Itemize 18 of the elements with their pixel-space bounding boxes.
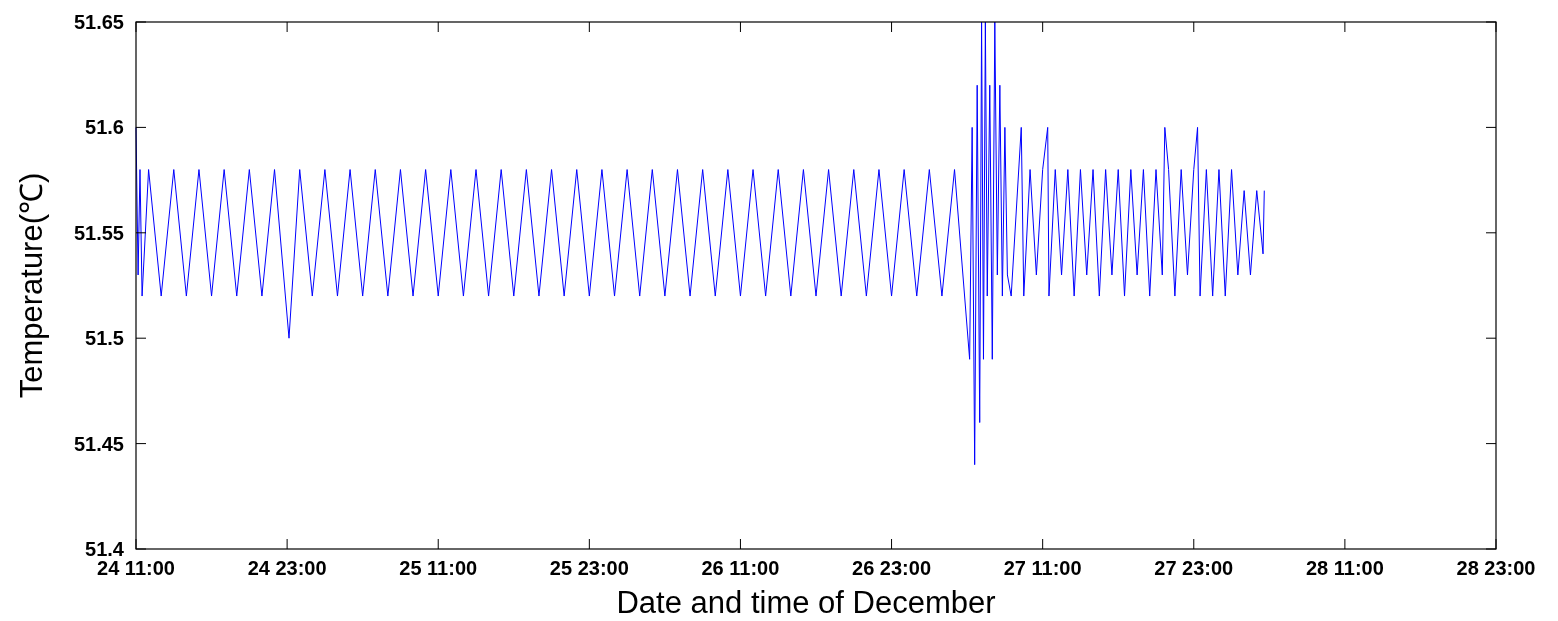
- x-tick-label: 28 11:00: [1305, 557, 1384, 579]
- x-axis-title: Date and time of December: [616, 585, 996, 620]
- y-tick-label: 51.55: [73, 221, 124, 244]
- x-tick-label: 25 23:00: [549, 557, 629, 579]
- y-tick-label: 51.4: [85, 538, 125, 560]
- y-tick-label: 51.65: [73, 11, 124, 33]
- x-tick-label: 25 11:00: [399, 557, 478, 579]
- x-tick-label: 26 11:00: [701, 557, 780, 579]
- x-tick-label: 26 23:00: [852, 557, 932, 579]
- x-tick-label: 24 23:00: [247, 557, 327, 579]
- y-tick-label: 51.5: [85, 327, 124, 350]
- x-tick-label: 27 23:00: [1154, 557, 1234, 579]
- x-tick-label: 27 11:00: [1003, 557, 1082, 579]
- x-tick-label: 24 11:00: [97, 557, 175, 579]
- x-tick-label: 28 23:00: [1456, 557, 1536, 579]
- y-tick-label: 51.45: [73, 432, 124, 455]
- y-tick-label: 51.6: [85, 116, 124, 139]
- y-axis-title: Temperature(℃): [14, 172, 49, 399]
